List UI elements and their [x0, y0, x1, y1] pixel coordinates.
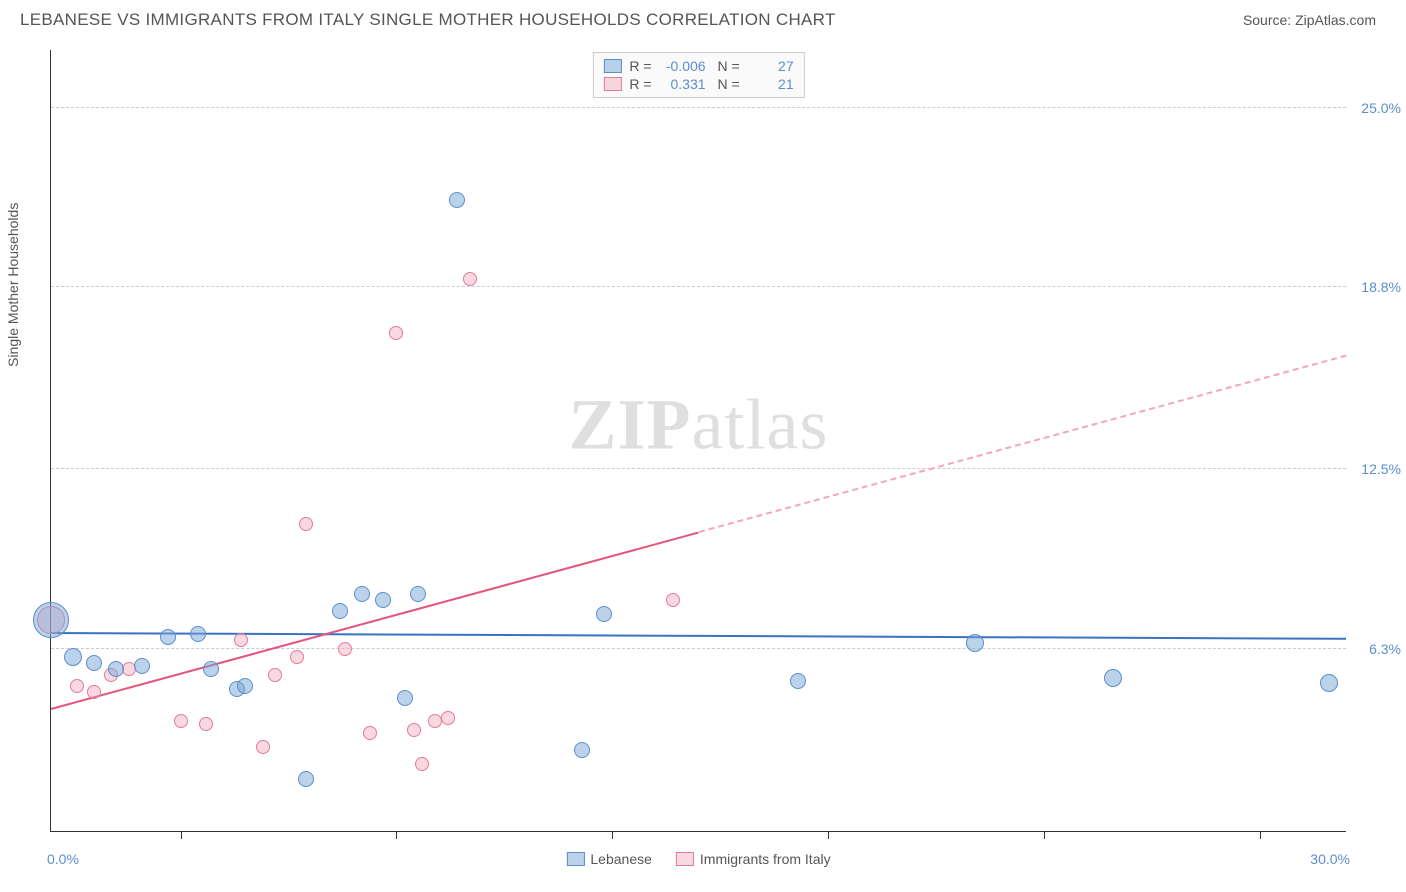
- r-label: R =: [629, 58, 651, 74]
- data-point-blue: [354, 586, 370, 602]
- data-point-pink: [428, 714, 442, 728]
- y-tick-label: 18.8%: [1361, 279, 1401, 295]
- grid-line: [51, 107, 1346, 108]
- n-label: N =: [714, 76, 740, 92]
- stats-legend: R = -0.006 N = 27 R = 0.331 N = 21: [592, 52, 804, 98]
- source-attribution: Source: ZipAtlas.com: [1243, 12, 1376, 28]
- x-tick: [612, 831, 613, 839]
- trend-line-pink: [698, 355, 1346, 533]
- data-point-pink: [87, 685, 101, 699]
- legend-item-italy: Immigrants from Italy: [676, 851, 831, 867]
- y-tick-label: 6.3%: [1369, 641, 1401, 657]
- y-tick-label: 12.5%: [1361, 461, 1401, 477]
- r-value-blue: -0.006: [660, 58, 706, 74]
- data-point-blue: [397, 690, 413, 706]
- data-point-pink: [415, 757, 429, 771]
- data-point-blue: [190, 626, 206, 642]
- grid-line: [51, 468, 1346, 469]
- r-label: R =: [629, 76, 651, 92]
- data-point-blue: [449, 192, 465, 208]
- legend-item-lebanese: Lebanese: [566, 851, 652, 867]
- legend-label: Immigrants from Italy: [700, 851, 831, 867]
- data-point-blue: [108, 661, 124, 677]
- stats-row-blue: R = -0.006 N = 27: [603, 57, 793, 75]
- x-tick: [828, 831, 829, 839]
- data-point-blue: [86, 655, 102, 671]
- series-legend: Lebanese Immigrants from Italy: [566, 851, 830, 867]
- swatch-blue-icon: [566, 852, 584, 866]
- data-point-blue: [33, 602, 69, 638]
- data-point-pink: [363, 726, 377, 740]
- data-point-blue: [1104, 669, 1122, 687]
- n-value-blue: 27: [748, 58, 794, 74]
- swatch-blue-icon: [603, 59, 621, 73]
- data-point-pink: [174, 714, 188, 728]
- grid-line: [51, 648, 1346, 649]
- data-point-pink: [299, 517, 313, 531]
- chart-header: LEBANESE VS IMMIGRANTS FROM ITALY SINGLE…: [0, 0, 1406, 38]
- x-tick: [181, 831, 182, 839]
- data-point-blue: [64, 648, 82, 666]
- data-point-blue: [298, 771, 314, 787]
- data-point-blue: [332, 603, 348, 619]
- data-point-pink: [70, 679, 84, 693]
- data-point-pink: [463, 272, 477, 286]
- n-label: N =: [714, 58, 740, 74]
- data-point-pink: [441, 711, 455, 725]
- y-axis-title: Single Mother Households: [5, 202, 21, 366]
- swatch-pink-icon: [676, 852, 694, 866]
- scatter-chart: Single Mother Households ZIPatlas R = -0…: [50, 50, 1346, 832]
- x-axis-min-label: 0.0%: [47, 851, 79, 867]
- x-axis-max-label: 30.0%: [1310, 851, 1350, 867]
- data-point-blue: [790, 673, 806, 689]
- grid-line: [51, 286, 1346, 287]
- stats-row-pink: R = 0.331 N = 21: [603, 75, 793, 93]
- data-point-pink: [389, 326, 403, 340]
- r-value-pink: 0.331: [660, 76, 706, 92]
- data-point-blue: [375, 592, 391, 608]
- x-tick: [1044, 831, 1045, 839]
- data-point-blue: [574, 742, 590, 758]
- data-point-pink: [407, 723, 421, 737]
- data-point-pink: [199, 717, 213, 731]
- y-tick-label: 25.0%: [1361, 100, 1401, 116]
- swatch-pink-icon: [603, 77, 621, 91]
- data-point-blue: [134, 658, 150, 674]
- data-point-blue: [966, 634, 984, 652]
- data-point-blue: [203, 661, 219, 677]
- data-point-blue: [596, 606, 612, 622]
- data-point-pink: [234, 633, 248, 647]
- data-point-blue: [160, 629, 176, 645]
- legend-label: Lebanese: [590, 851, 652, 867]
- data-point-pink: [256, 740, 270, 754]
- data-point-pink: [666, 593, 680, 607]
- watermark: ZIPatlas: [569, 383, 829, 466]
- data-point-blue: [410, 586, 426, 602]
- chart-title: LEBANESE VS IMMIGRANTS FROM ITALY SINGLE…: [20, 10, 836, 30]
- data-point-pink: [290, 650, 304, 664]
- data-point-pink: [268, 668, 282, 682]
- data-point-blue: [1320, 674, 1338, 692]
- data-point-blue: [237, 678, 253, 694]
- n-value-pink: 21: [748, 76, 794, 92]
- x-tick: [396, 831, 397, 839]
- x-tick: [1260, 831, 1261, 839]
- data-point-pink: [338, 642, 352, 656]
